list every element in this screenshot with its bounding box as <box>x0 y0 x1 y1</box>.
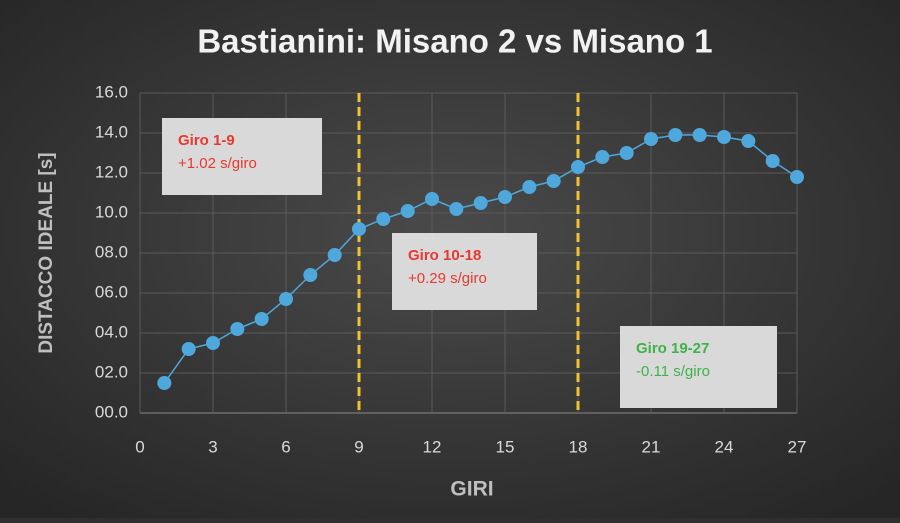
annotation-box <box>162 118 322 195</box>
x-tick-label: 6 <box>281 437 290 456</box>
y-axis-label: DISTACCO IDEALE [s] <box>36 152 57 353</box>
data-point <box>400 204 415 218</box>
data-point <box>254 312 269 326</box>
data-point <box>644 132 658 146</box>
x-tick-label: 27 <box>788 437 807 456</box>
data-point <box>425 192 439 206</box>
data-point <box>595 150 610 164</box>
data-point <box>327 248 342 262</box>
annotation-title: Giro 10-18 <box>408 247 481 264</box>
y-tick-label: 12.0 <box>95 162 128 181</box>
x-tick-label: 21 <box>642 437 661 456</box>
chart-title: Bastianini: Misano 2 vs Misano 1 <box>197 23 712 60</box>
annotation-text: +1.02 s/giro <box>178 155 257 172</box>
data-point <box>741 134 756 148</box>
data-point <box>473 196 488 210</box>
data-point <box>230 322 245 336</box>
annotation: Giro 10-18 +0.29 s/giro <box>392 233 537 310</box>
data-point <box>619 146 634 160</box>
data-point <box>522 180 537 194</box>
data-point <box>790 170 804 184</box>
y-tick-label: 10.0 <box>95 202 128 221</box>
y-tick-label: 00.0 <box>95 402 128 421</box>
y-tick-label: 02.0 <box>95 362 128 381</box>
annotation-text: -0.11 s/giro <box>636 363 710 380</box>
y-tick-label: 06.0 <box>95 282 128 301</box>
data-point <box>157 376 172 390</box>
data-point <box>376 212 391 226</box>
x-tick-label: 24 <box>715 437 734 456</box>
data-point <box>206 336 220 350</box>
y-tick-label: 04.0 <box>95 322 128 341</box>
x-tick-label: 0 <box>135 437 144 456</box>
data-point <box>279 292 293 306</box>
data-point <box>181 342 196 356</box>
data-point <box>571 160 585 174</box>
data-point <box>692 128 707 142</box>
data-point <box>668 128 683 142</box>
data-point <box>546 174 561 188</box>
data-point <box>717 130 731 144</box>
y-tick-label: 08.0 <box>95 242 128 261</box>
annotation-text: +0.29 s/giro <box>408 270 487 287</box>
annotation-box <box>392 233 537 310</box>
data-point <box>352 222 366 236</box>
annotation-box <box>620 326 777 408</box>
data-point <box>498 190 512 204</box>
x-tick-label: 15 <box>496 437 515 456</box>
x-tick-label: 18 <box>569 437 588 456</box>
annotation: Giro 1-9 +1.02 s/giro <box>162 118 322 195</box>
data-point <box>765 154 780 168</box>
plot <box>157 93 804 413</box>
x-tick-label: 3 <box>208 437 217 456</box>
annotation-title: Giro 19-27 <box>636 340 709 357</box>
annotation-title: Giro 1-9 <box>178 132 235 149</box>
y-tick-label: 16.0 <box>95 82 128 101</box>
data-point <box>449 202 464 216</box>
x-tick-label: 12 <box>423 437 442 456</box>
x-axis-label: GIRI <box>450 478 493 501</box>
x-tick-label: 9 <box>354 437 363 456</box>
annotation: Giro 19-27 -0.11 s/giro <box>620 326 777 408</box>
y-tick-label: 14.0 <box>95 122 128 141</box>
data-point <box>303 268 318 282</box>
